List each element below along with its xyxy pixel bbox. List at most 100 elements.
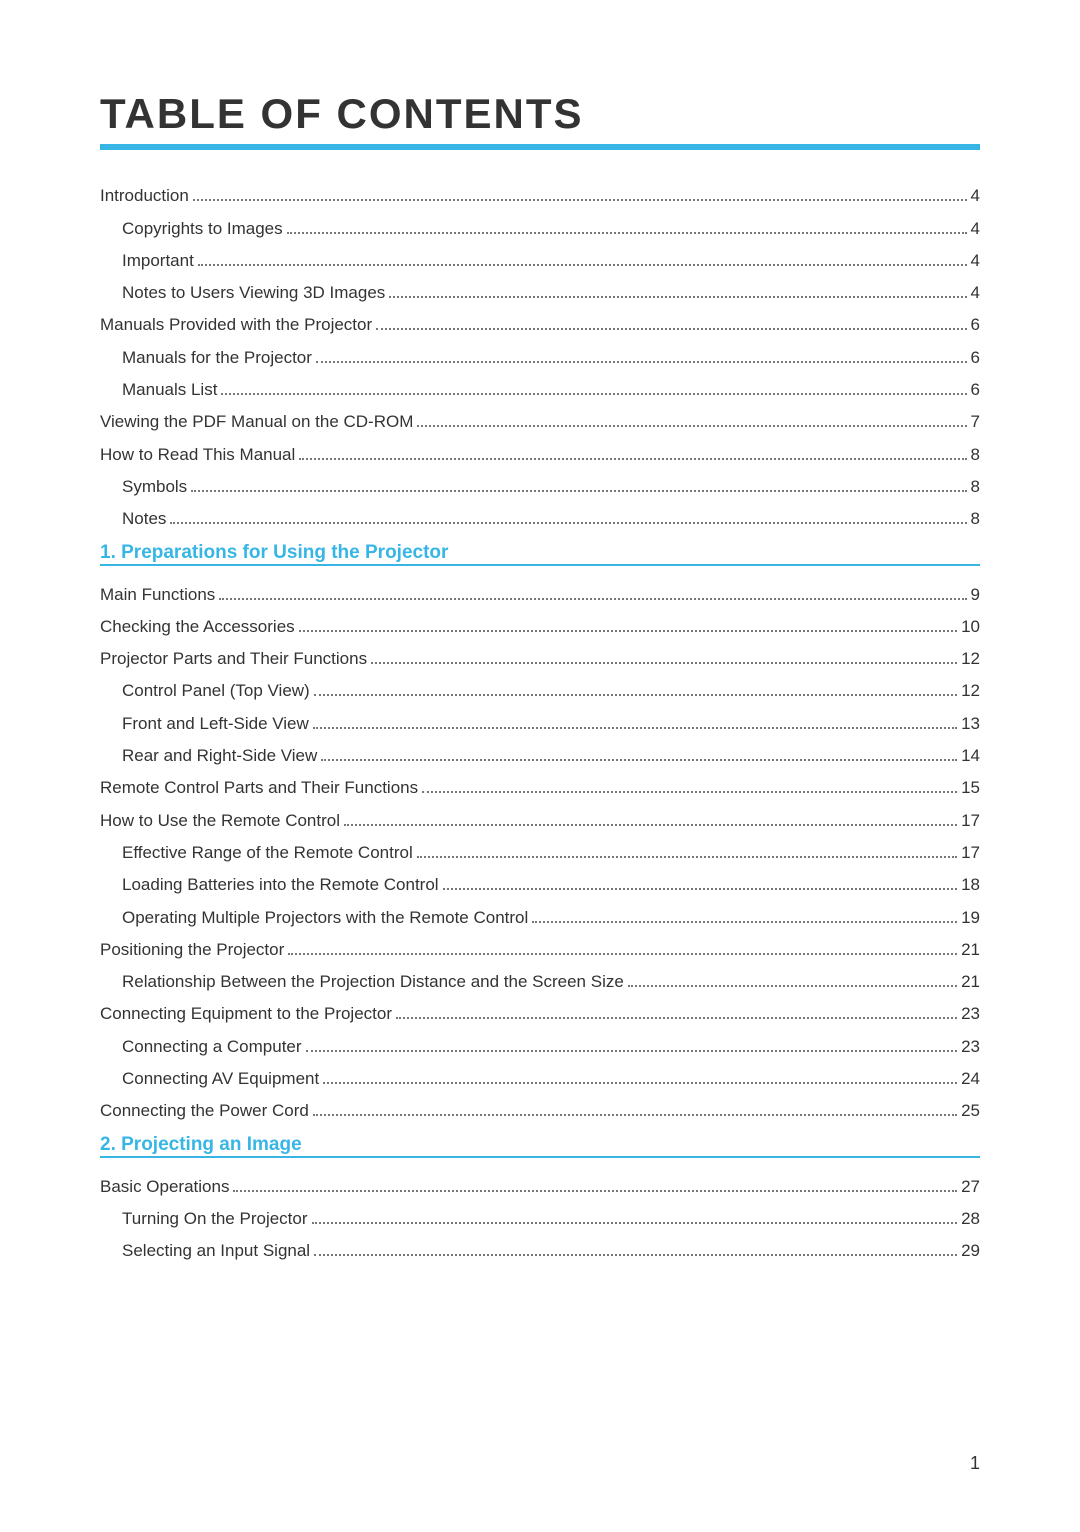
toc-leader-dots [323, 1067, 957, 1084]
toc-entry-page: 6 [971, 381, 980, 398]
toc-entry[interactable]: Positioning the Projector 21 [100, 932, 980, 964]
toc-entry-label: Loading Batteries into the Remote Contro… [122, 876, 439, 893]
section-rule [100, 564, 980, 566]
toc-entry-page: 8 [971, 478, 980, 495]
toc-entry-page: 4 [971, 187, 980, 204]
toc-leader-dots [417, 410, 966, 427]
toc-section-heading: 1. Preparations for Using the Projector [100, 543, 980, 562]
toc-entry-label: Viewing the PDF Manual on the CD-ROM [100, 413, 413, 430]
toc-entry-page: 4 [971, 252, 980, 269]
toc-entry-page: 6 [971, 349, 980, 366]
toc-leader-dots [371, 647, 957, 664]
toc-leader-dots [314, 1239, 957, 1256]
toc-entry[interactable]: Manuals List6 [100, 372, 980, 404]
toc-entry-label: Operating Multiple Projectors with the R… [122, 909, 528, 926]
toc-entry[interactable]: Connecting Equipment to the Projector23 [100, 996, 980, 1028]
toc-entry[interactable]: Turning On the Projector28 [100, 1201, 980, 1233]
toc-entry[interactable]: Effective Range of the Remote Control17 [100, 835, 980, 867]
toc-entry-label: Remote Control Parts and Their Functions [100, 779, 418, 796]
toc-entry[interactable]: How to Read This Manual 8 [100, 436, 980, 468]
toc-leader-dots [417, 841, 957, 858]
toc-entry-label: Positioning the Projector [100, 941, 284, 958]
toc-entry-page: 27 [961, 1178, 980, 1195]
toc-entry-label: Front and Left-Side View [122, 715, 309, 732]
toc-entry[interactable]: Control Panel (Top View)12 [100, 673, 980, 705]
toc-entry-page: 14 [961, 747, 980, 764]
toc-entry[interactable]: Viewing the PDF Manual on the CD-ROM7 [100, 404, 980, 436]
toc-leader-dots [532, 905, 957, 922]
toc-entry-label: How to Read This Manual [100, 446, 295, 463]
toc-entry[interactable]: Front and Left-Side View 13 [100, 705, 980, 737]
toc-entry-label: Rear and Right-Side View [122, 747, 317, 764]
toc-leader-dots [219, 582, 966, 599]
toc-leader-dots [198, 249, 967, 266]
toc-entry-page: 23 [961, 1005, 980, 1022]
toc-entry-label: Selecting an Input Signal [122, 1242, 310, 1259]
toc-leader-dots [288, 938, 957, 955]
toc-entry[interactable]: Loading Batteries into the Remote Contro… [100, 867, 980, 899]
toc-entry-label: Main Functions [100, 586, 215, 603]
toc-entry[interactable]: Introduction 4 [100, 178, 980, 210]
toc-leader-dots [299, 442, 966, 459]
toc-leader-dots [193, 184, 967, 201]
toc-entry-page: 29 [961, 1242, 980, 1259]
toc-entry[interactable]: Remote Control Parts and Their Functions… [100, 770, 980, 802]
toc-entry-page: 6 [971, 316, 980, 333]
toc-entry-page: 8 [971, 446, 980, 463]
toc-entry-label: Copyrights to Images [122, 220, 283, 237]
toc-entry-page: 18 [961, 876, 980, 893]
toc-leader-dots [287, 216, 967, 233]
toc-entry-label: Connecting the Power Cord [100, 1102, 309, 1119]
toc-entry[interactable]: Copyrights to Images4 [100, 210, 980, 242]
toc-entry-page: 25 [961, 1102, 980, 1119]
toc-entry-page: 13 [961, 715, 980, 732]
toc-entry[interactable]: Checking the Accessories 10 [100, 609, 980, 641]
toc-entry[interactable]: Important 4 [100, 243, 980, 275]
toc-entry-page: 28 [961, 1210, 980, 1227]
toc-leader-dots [389, 281, 966, 298]
page-title: TABLE OF CONTENTS [100, 90, 980, 138]
toc-entry[interactable]: How to Use the Remote Control17 [100, 802, 980, 834]
toc-entry-label: Introduction [100, 187, 189, 204]
toc-entry[interactable]: Notes to Users Viewing 3D Images4 [100, 275, 980, 307]
toc-entry-page: 19 [961, 909, 980, 926]
toc-leader-dots [321, 744, 957, 761]
toc-entry[interactable]: Connecting a Computer23 [100, 1028, 980, 1060]
toc-entry[interactable]: Connecting AV Equipment24 [100, 1061, 980, 1093]
toc-leader-dots [314, 679, 957, 696]
toc-leader-dots [316, 345, 967, 362]
toc-leader-dots [422, 776, 957, 793]
toc-leader-dots [312, 1207, 958, 1224]
toc-entry[interactable]: Projector Parts and Their Functions12 [100, 641, 980, 673]
toc-leader-dots [344, 808, 957, 825]
toc-entry[interactable]: Manuals Provided with the Projector6 [100, 307, 980, 339]
toc-entry-label: Symbols [122, 478, 187, 495]
toc-leader-dots [313, 711, 957, 728]
toc-leader-dots [396, 1002, 957, 1019]
toc-entry-page: 21 [961, 941, 980, 958]
toc-leader-dots [306, 1034, 958, 1051]
toc-entry[interactable]: Notes 8 [100, 501, 980, 533]
toc-entry[interactable]: Main Functions 9 [100, 576, 980, 608]
toc-entry-label: Manuals for the Projector [122, 349, 312, 366]
toc-entry-label: Effective Range of the Remote Control [122, 844, 413, 861]
toc-entry-label: Notes [122, 510, 166, 527]
toc-entry-label: Basic Operations [100, 1178, 229, 1195]
toc-leader-dots [299, 615, 957, 632]
toc-entry[interactable]: Relationship Between the Projection Dist… [100, 964, 980, 996]
toc-entry-label: Checking the Accessories [100, 618, 295, 635]
toc-entry-page: 12 [961, 682, 980, 699]
title-rule [100, 144, 980, 150]
toc-entry-page: 10 [961, 618, 980, 635]
toc-entry[interactable]: Manuals for the Projector 6 [100, 339, 980, 371]
toc-entry[interactable]: Symbols 8 [100, 469, 980, 501]
toc-entry[interactable]: Basic Operations 27 [100, 1168, 980, 1200]
toc-entry-label: Important [122, 252, 194, 269]
toc-entry[interactable]: Selecting an Input Signal 29 [100, 1233, 980, 1265]
toc-entry[interactable]: Rear and Right-Side View 14 [100, 738, 980, 770]
toc-entry-page: 9 [971, 586, 980, 603]
toc-entry-page: 8 [971, 510, 980, 527]
toc-entry[interactable]: Operating Multiple Projectors with the R… [100, 899, 980, 931]
toc-entry[interactable]: Connecting the Power Cord 25 [100, 1093, 980, 1125]
toc-entry-label: Connecting AV Equipment [122, 1070, 319, 1087]
